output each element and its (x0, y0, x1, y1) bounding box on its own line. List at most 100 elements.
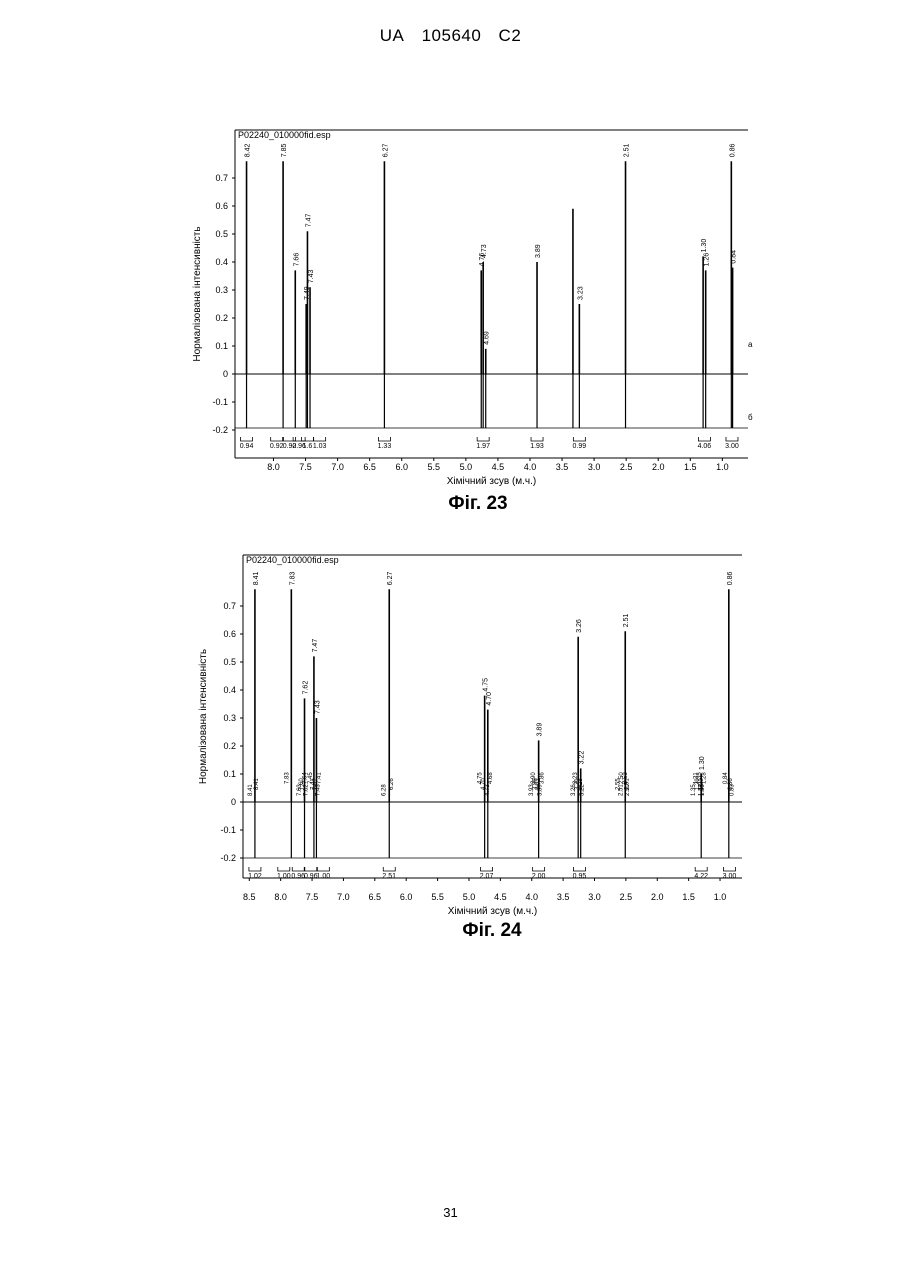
integral-bracket (383, 867, 395, 871)
x-tick-label: 7.5 (299, 462, 312, 472)
x-tick-label: 4.5 (494, 892, 507, 902)
y-tick-label: 0.3 (215, 285, 228, 295)
integral-value: 4.22 (694, 873, 708, 880)
peak-label: 4.73 (481, 244, 488, 258)
peak-label: 4.70 (481, 778, 487, 790)
x-tick-label: 2.5 (620, 892, 633, 902)
y-tick-label: 0.7 (223, 601, 236, 611)
trace-mark-label: б (748, 413, 753, 422)
integral-value: 3.00 (725, 443, 739, 450)
peak-label: 7.83 (289, 571, 296, 585)
x-tick-label: 1.5 (684, 462, 697, 472)
peak-label: 3.22 (579, 751, 586, 765)
file-label: P02240_010000fid.esp (238, 130, 331, 140)
integral-bracket (573, 437, 585, 441)
x-tick-label: 2.0 (651, 892, 664, 902)
integral-value: 0.99 (573, 443, 587, 450)
y-tick-label: -0.2 (220, 853, 236, 863)
y-tick-label: 0.1 (215, 341, 228, 351)
peak-label: 7.62 (303, 681, 310, 695)
y-tick-label: 0.3 (223, 713, 236, 723)
integral-value: 2.00 (532, 873, 546, 880)
figure-24-caption: Фіг. 24 (392, 920, 592, 942)
integral-value: 1.6 (303, 443, 313, 450)
integral-value: 0.95 (573, 873, 587, 880)
integral-bracket (278, 867, 290, 871)
peak-label: 0.83 (730, 784, 736, 796)
y-tick-label: 0.4 (223, 685, 236, 695)
peak-label: 3.89 (538, 784, 544, 796)
peak-label: 7.47 (312, 639, 319, 653)
peak-label: 7.43 (308, 269, 315, 283)
integral-value: 0.94 (240, 443, 254, 450)
peak-label: 2.55 (616, 778, 622, 790)
peak-label: 7.47 (305, 213, 312, 227)
integral-value: 1.00 (277, 873, 291, 880)
x-tick-label: 3.5 (557, 892, 570, 902)
peak-label: 3.89 (537, 723, 544, 737)
x-tick-label: 8.0 (274, 892, 287, 902)
integral-value: 1.03 (313, 443, 327, 450)
y-tick-label: 0.2 (215, 313, 228, 323)
y-tick-label: 0.6 (223, 629, 236, 639)
peak-label: 8.41 (253, 571, 260, 585)
peak-label: 7.43 (314, 700, 321, 714)
x-axis-label: Хімічний зсув (м.ч.) (448, 906, 538, 917)
integral-bracket (293, 437, 305, 441)
integral-value: 1.97 (476, 443, 490, 450)
integral-bracket (481, 867, 493, 871)
x-tick-label: 8.5 (243, 892, 256, 902)
y-tick-label: -0.2 (212, 425, 228, 435)
integral-bracket (531, 437, 543, 441)
peak-label: 0.84 (723, 772, 729, 784)
peak-label: 3.21 (574, 778, 580, 790)
y-tick-label: 0.4 (215, 257, 228, 267)
x-tick-label: 1.0 (714, 892, 727, 902)
x-tick-label: 5.0 (463, 892, 476, 902)
x-tick-label: 7.5 (306, 892, 319, 902)
x-tick-label: 5.0 (460, 462, 473, 472)
integral-bracket (533, 867, 545, 871)
integral-bracket (477, 437, 489, 441)
x-tick-label: 4.0 (525, 892, 538, 902)
y-tick-label: 0.6 (215, 201, 228, 211)
x-tick-label: 6.5 (369, 892, 382, 902)
peak-label: 7.66 (293, 253, 300, 267)
y-tick-label: 0 (223, 369, 228, 379)
integral-value: 1.00 (317, 873, 331, 880)
spectrum-chart-1: P02240_010000fid.esp0.70.60.50.40.30.20.… (192, 130, 753, 487)
x-tick-label: 2.0 (652, 462, 665, 472)
peak-label: 0.86 (729, 143, 736, 157)
peak-label: 3.86 (540, 772, 546, 784)
peak-label: 3.22 (580, 784, 586, 796)
peak-label: 6.27 (382, 143, 389, 157)
y-axis-label: Нормалізована інтенсивність (192, 226, 203, 361)
file-label: P02240_010000fid.esp (246, 555, 339, 565)
peak-label: 8.41 (254, 778, 260, 790)
integral-value: 4.06 (698, 443, 712, 450)
peak-label: 1.26 (704, 253, 711, 267)
y-tick-label: 0.5 (215, 229, 228, 239)
peak-label: 6.26 (389, 778, 395, 790)
trace-mark-label: a (748, 340, 753, 349)
peak-label: 3.89 (535, 244, 542, 258)
x-tick-label: 3.0 (588, 892, 601, 902)
y-tick-label: 0.5 (223, 657, 236, 667)
integral-bracket (241, 437, 253, 441)
integral-bracket (723, 867, 735, 871)
peak-label: 4.68 (488, 772, 494, 784)
peak-label: 8.42 (245, 143, 252, 157)
spectrum-chart-2: P02240_010000fid.esp0.70.60.50.40.30.20.… (198, 555, 742, 917)
x-tick-label: 7.0 (331, 462, 344, 472)
x-tick-label: 5.5 (431, 892, 444, 902)
peak-label: 7.83 (284, 772, 290, 784)
x-tick-label: 1.5 (682, 892, 695, 902)
x-tick-label: 3.0 (588, 462, 601, 472)
integral-value: 1.33 (378, 443, 392, 450)
peak-label: 3.88 (532, 778, 538, 790)
peak-label-list: 8.418.417.837.627.607.647.637.477.457.43… (248, 772, 736, 796)
integral-bracket (695, 867, 707, 871)
integral-bracket (284, 437, 296, 441)
integral-bracket (249, 867, 261, 871)
